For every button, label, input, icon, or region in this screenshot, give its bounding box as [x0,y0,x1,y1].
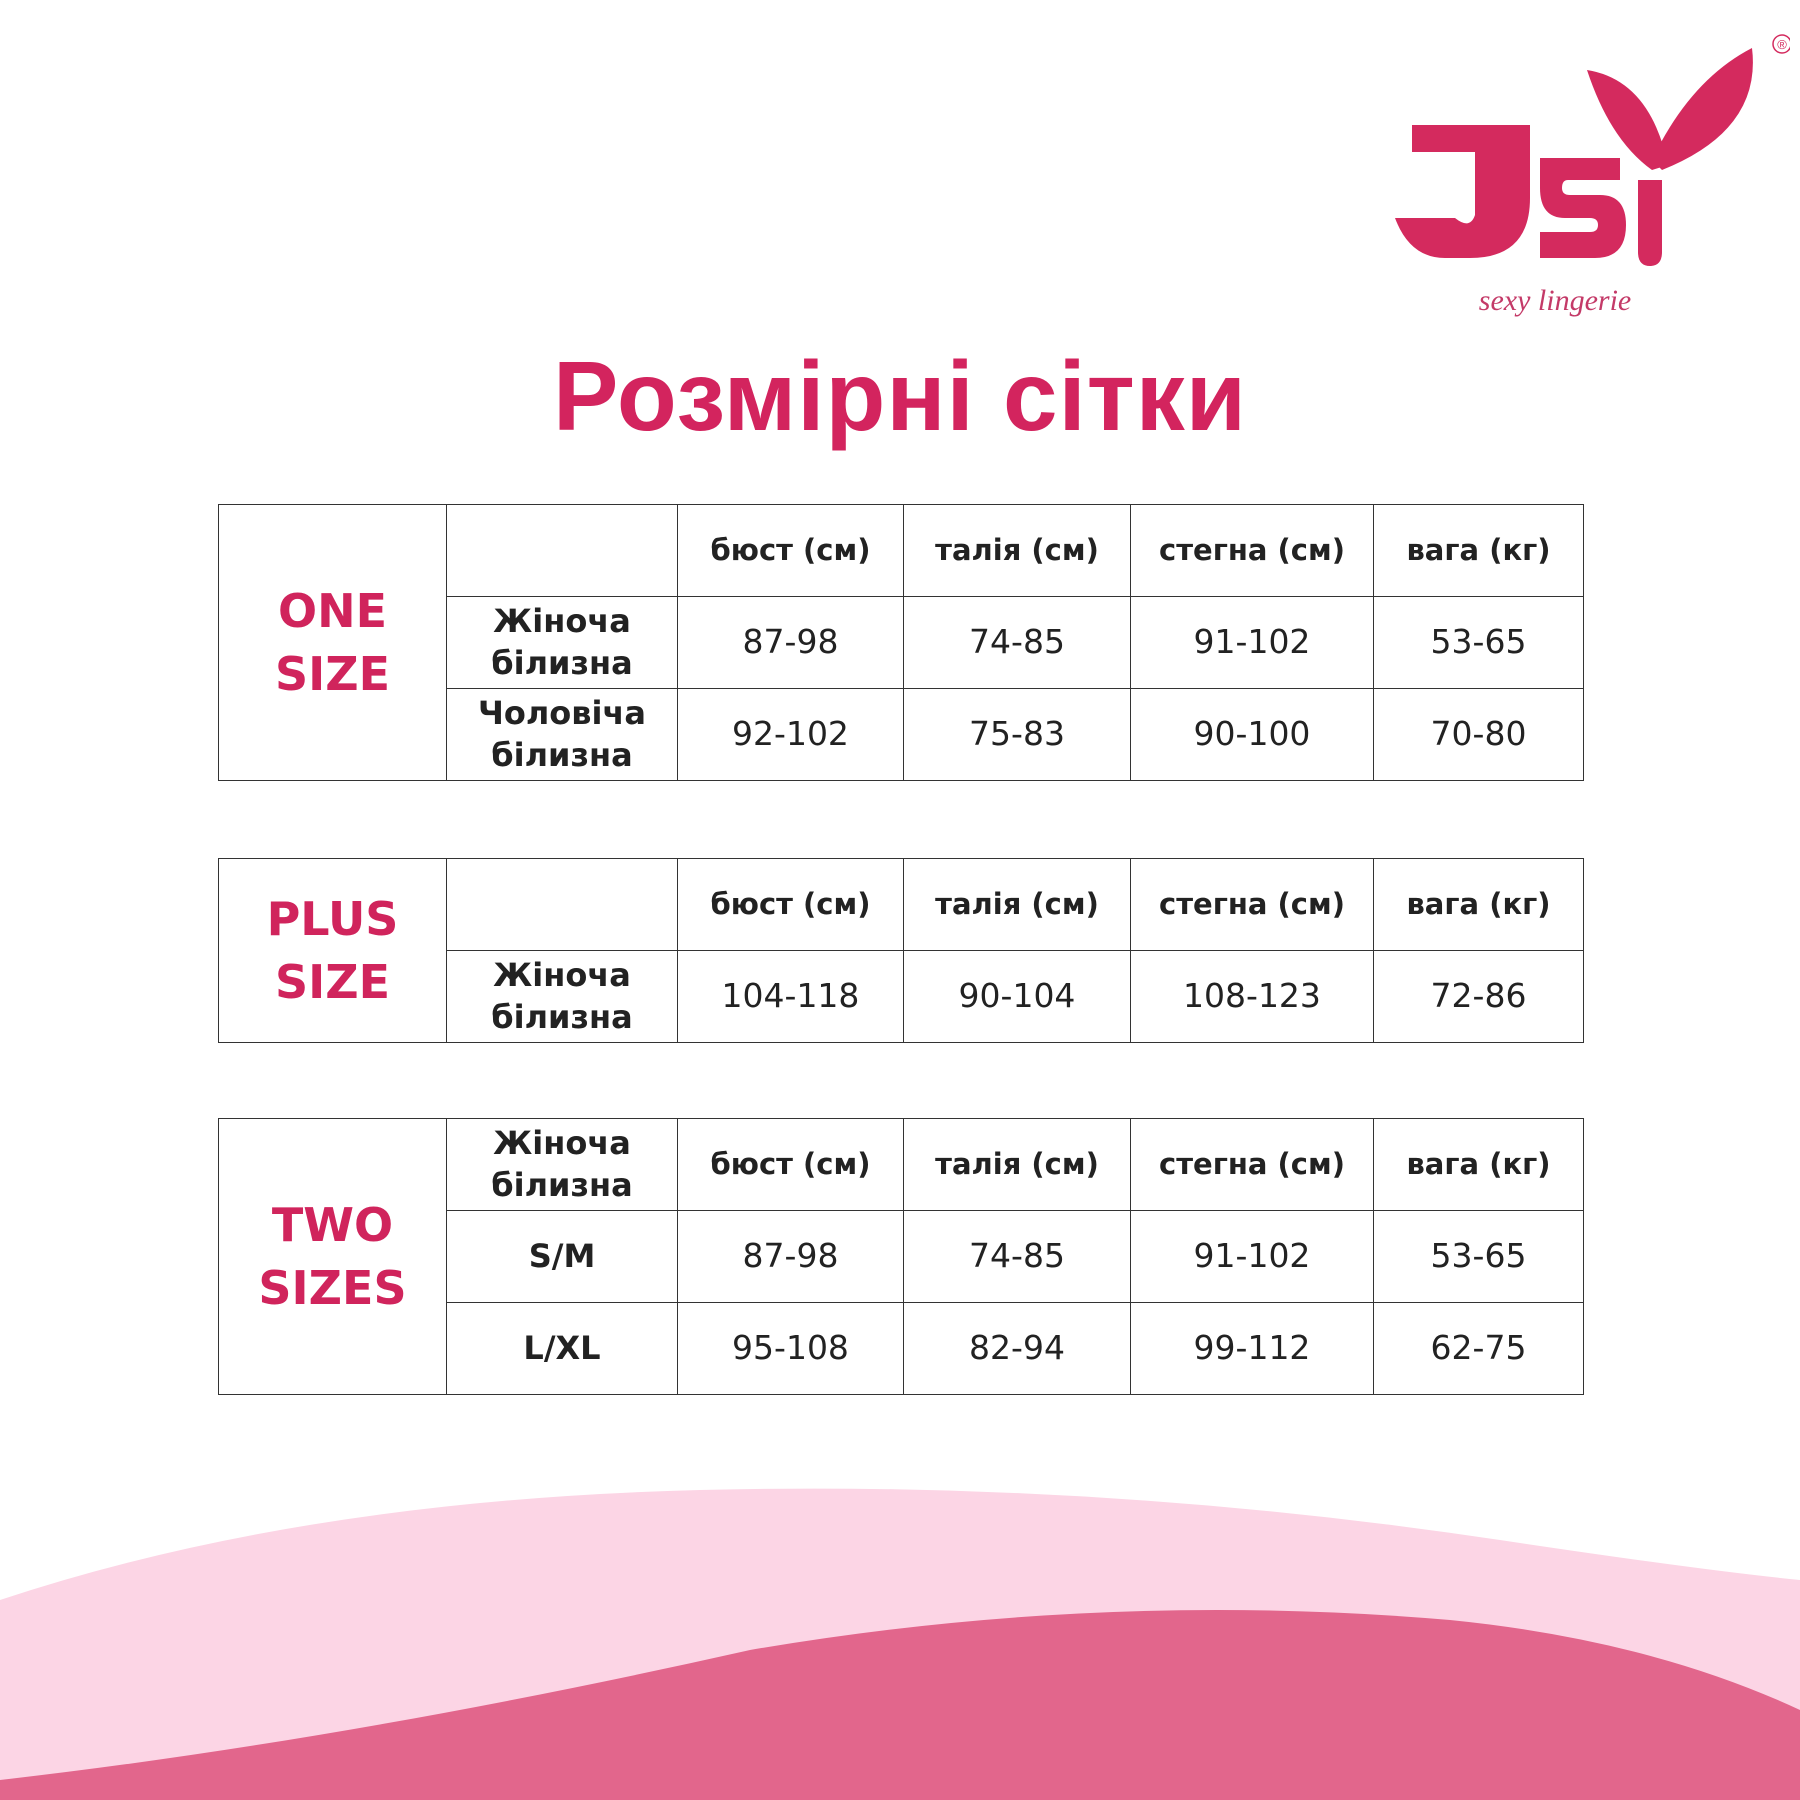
value-cell: 53-65 [1373,596,1584,689]
size-group-label-line: SIZE [274,954,391,1009]
value-cell: 72-86 [1373,950,1584,1043]
value-cell: 74-85 [903,1210,1131,1303]
value-cell: 92-102 [677,688,904,781]
column-header: талія (см) [903,858,1131,951]
value-cell: 70-80 [1373,688,1584,781]
size-group-label-line: SIZE [274,646,391,701]
row-label: L/XL [446,1302,678,1395]
value-cell: 87-98 [677,1210,904,1303]
size-table: PLUS SIZE бюст (см) талія (см) стегна (см) ва… [218,858,1584,1043]
value-cell: 108-123 [1130,950,1374,1043]
row-label-line: S/M [528,1236,596,1275]
value-cell: 90-100 [1130,688,1374,781]
table-row: Чоловіча білизна 92-102 75-83 90-100 70-80 [219,688,1584,781]
value-cell: 104-118 [677,950,904,1043]
value-cell: 53-65 [1373,1210,1584,1303]
size-group-label-line: TWO [271,1198,394,1253]
wave-dark [0,1610,1800,1800]
registered-mark: ® [1777,37,1787,52]
corner-label-line: білизна [491,1165,633,1204]
column-header: вага (кг) [1373,504,1584,597]
row-label-line: білизна [491,735,633,774]
value-cell: 74-85 [903,596,1131,689]
value-cell: 91-102 [1130,596,1374,689]
column-header: талія (см) [903,504,1131,597]
row-label-line: L/XL [523,1328,601,1367]
row-label-line: білизна [491,997,633,1036]
column-header: стегна (см) [1130,504,1374,597]
row-label-line: білизна [491,643,633,682]
column-header: вага (кг) [1373,1118,1584,1211]
row-label-line: Жіноча [493,601,631,640]
column-header: стегна (см) [1130,1118,1374,1211]
row-label-line: Жіноча [493,955,631,994]
row-label-line: Чоловіча [477,693,647,732]
row-label: S/M [446,1210,678,1303]
size-group-label: ONE SIZE [218,504,447,781]
table-row: Жіноча білизна 104-118 90-104 108-123 72-86 [219,950,1584,1043]
table-row: S/M 87-98 74-85 91-102 53-65 [219,1210,1584,1303]
column-header: вага (кг) [1373,858,1584,951]
size-group-label-line: ONE [277,584,388,639]
column-header: стегна (см) [1130,858,1374,951]
column-header: бюст (см) [677,504,904,597]
corner-label-line: Жіноча [493,1123,631,1162]
value-cell: 99-112 [1130,1302,1374,1395]
header-row: TWO SIZES Жіноча білизна бюст (см) талія (см)… [218,1118,1584,1395]
column-header: бюст (см) [677,858,904,951]
size-group-label: TWO SIZES [218,1118,447,1395]
corner-label: Жіноча білизна [446,1118,678,1211]
size-group-label-line: PLUS [266,892,399,947]
row-label: Жіноча білизна [446,596,678,689]
size-table: TWO SIZES Жіноча білизна бюст (см) талія (см)… [218,1118,1584,1395]
column-header: талія (см) [903,1118,1131,1211]
header-row: PLUS SIZE бюст (см) талія (см) стегна (см) ва… [218,858,1584,1043]
value-cell: 87-98 [677,596,904,689]
size-table: ONE SIZE бюст (см) талія (см) стегна (см) ваг… [218,504,1584,781]
value-cell: 95-108 [677,1302,904,1395]
brand-logo: ® sexy lingerie [1390,20,1792,330]
corner-cell [446,504,678,597]
column-header: бюст (см) [677,1118,904,1211]
header-row: ONE SIZE бюст (см) талія (см) стегна (см) ваг… [218,504,1584,781]
logo-tagline: sexy lingerie [1479,284,1631,317]
row-label: Чоловіча білизна [446,688,678,781]
size-group-label-line: SIZES [258,1260,407,1315]
corner-cell [446,858,678,951]
value-cell: 91-102 [1130,1210,1374,1303]
value-cell: 82-94 [903,1302,1131,1395]
value-cell: 90-104 [903,950,1131,1043]
value-cell: 75-83 [903,688,1131,781]
size-group-label: PLUS SIZE [218,858,447,1043]
page-title: Розмірні сітки [552,341,1248,451]
table-row: L/XL 95-108 82-94 99-112 62-75 [219,1302,1584,1395]
decorative-waves [0,1488,1800,1800]
row-label: Жіноча білизна [446,950,678,1043]
value-cell: 62-75 [1373,1302,1584,1395]
